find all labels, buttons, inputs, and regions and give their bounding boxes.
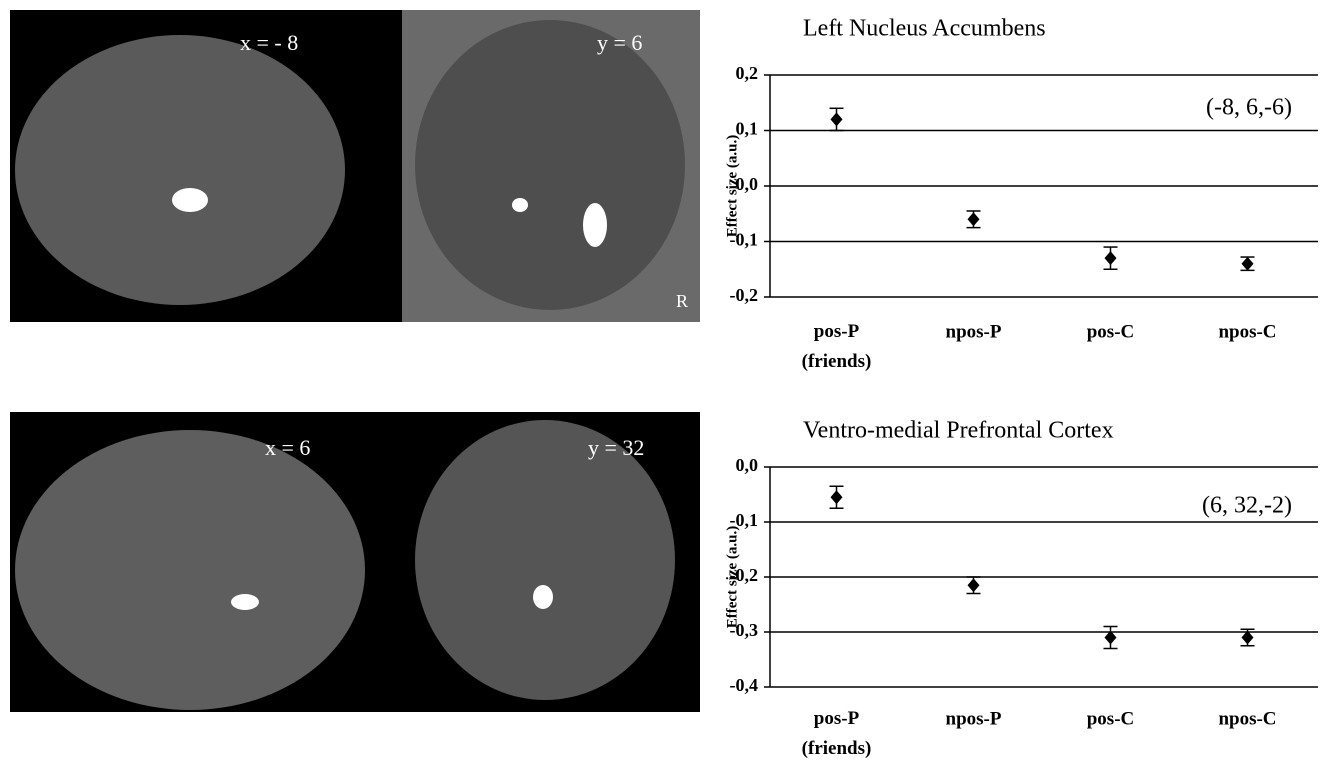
x-tick-label: pos-P(friends) <box>802 321 872 372</box>
x-tick-label: npos-P <box>946 708 1002 729</box>
chart-title: Left Nucleus Accumbens <box>803 16 1046 42</box>
image-label: x = 6 <box>265 435 310 460</box>
coronal-brain <box>415 20 685 310</box>
sagittal-slice <box>15 430 365 710</box>
y-tick-label: 0,0 <box>736 455 759 475</box>
figure: x = - 8 y = 6 R x = 6 y = 32 Left Nucleu… <box>0 0 1322 769</box>
marker <box>831 112 843 126</box>
marker <box>968 578 980 592</box>
chart-title: Ventro-medial Prefrontal Cortex <box>803 418 1114 444</box>
sagittal-slice <box>15 35 345 305</box>
y-tick-label: -0,1 <box>730 230 759 250</box>
y-tick-label: 0,2 <box>736 63 759 83</box>
annotation: (6, 32,-2) <box>1202 493 1292 519</box>
x-tick-label: npos-C <box>1218 321 1276 342</box>
activation <box>583 203 607 247</box>
y-tick-label: -0,1 <box>730 510 759 530</box>
x-tick-label: pos-C <box>1087 708 1135 729</box>
marker <box>831 490 843 504</box>
image-label: x = - 8 <box>240 30 298 55</box>
activation <box>533 585 553 609</box>
y-tick-label: -0,2 <box>730 285 759 305</box>
activation <box>512 198 528 212</box>
y-tick-label: -0,3 <box>730 620 759 640</box>
marker <box>968 212 980 226</box>
y-tick-label: -0,4 <box>730 675 759 695</box>
image-label: y = 32 <box>588 435 644 460</box>
coronal-brain <box>415 420 675 700</box>
marker <box>1242 257 1254 271</box>
brain-panel: x = - 8 y = 6 R <box>10 10 700 322</box>
image-label: y = 6 <box>597 30 642 55</box>
annotation: (-8, 6,-6) <box>1206 95 1292 121</box>
marker <box>1105 251 1117 265</box>
y-tick-label: 0,1 <box>736 119 759 139</box>
x-tick-label: pos-P(friends) <box>802 708 872 759</box>
x-tick-label: pos-C <box>1087 321 1135 342</box>
x-tick-label: npos-P <box>946 321 1002 342</box>
activation <box>231 594 259 610</box>
brain-panel: x = 6 y = 32 <box>10 412 700 712</box>
y-tick-label: -0,2 <box>730 565 759 585</box>
y-tick-label: 0,0 <box>736 174 759 194</box>
image-label: R <box>676 291 688 311</box>
activation <box>172 188 208 212</box>
x-tick-label: npos-C <box>1218 708 1276 729</box>
